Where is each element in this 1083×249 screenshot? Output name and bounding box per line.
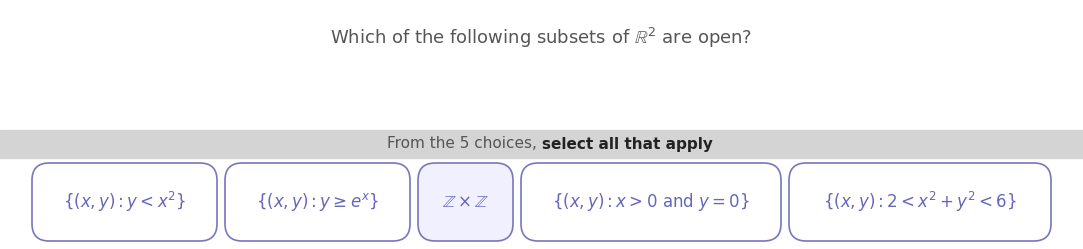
- Text: $\{(x,y):y < x^2\}$: $\{(x,y):y < x^2\}$: [63, 190, 186, 214]
- FancyBboxPatch shape: [225, 163, 410, 241]
- Text: Which of the following subsets of $\mathbb{R}^2$ are open?: Which of the following subsets of $\math…: [330, 26, 753, 50]
- Text: From the 5 choices,: From the 5 choices,: [387, 136, 542, 151]
- Text: $\{(x,y):2 < x^2 + y^2 < 6\}$: $\{(x,y):2 < x^2 + y^2 < 6\}$: [823, 190, 1017, 214]
- FancyBboxPatch shape: [418, 163, 513, 241]
- FancyBboxPatch shape: [790, 163, 1051, 241]
- FancyBboxPatch shape: [521, 163, 781, 241]
- Text: $\{(x,y):y \geq e^x\}$: $\{(x,y):y \geq e^x\}$: [256, 191, 379, 213]
- FancyBboxPatch shape: [32, 163, 217, 241]
- Text: select all that apply: select all that apply: [542, 136, 713, 151]
- Text: $\mathbb{Z} \times \mathbb{Z}$: $\mathbb{Z} \times \mathbb{Z}$: [442, 193, 490, 211]
- Text: $\{(x,y):x > 0\ \mathrm{and}\ y = 0\}$: $\{(x,y):x > 0\ \mathrm{and}\ y = 0\}$: [552, 191, 751, 213]
- Bar: [0, 130, 1083, 158]
